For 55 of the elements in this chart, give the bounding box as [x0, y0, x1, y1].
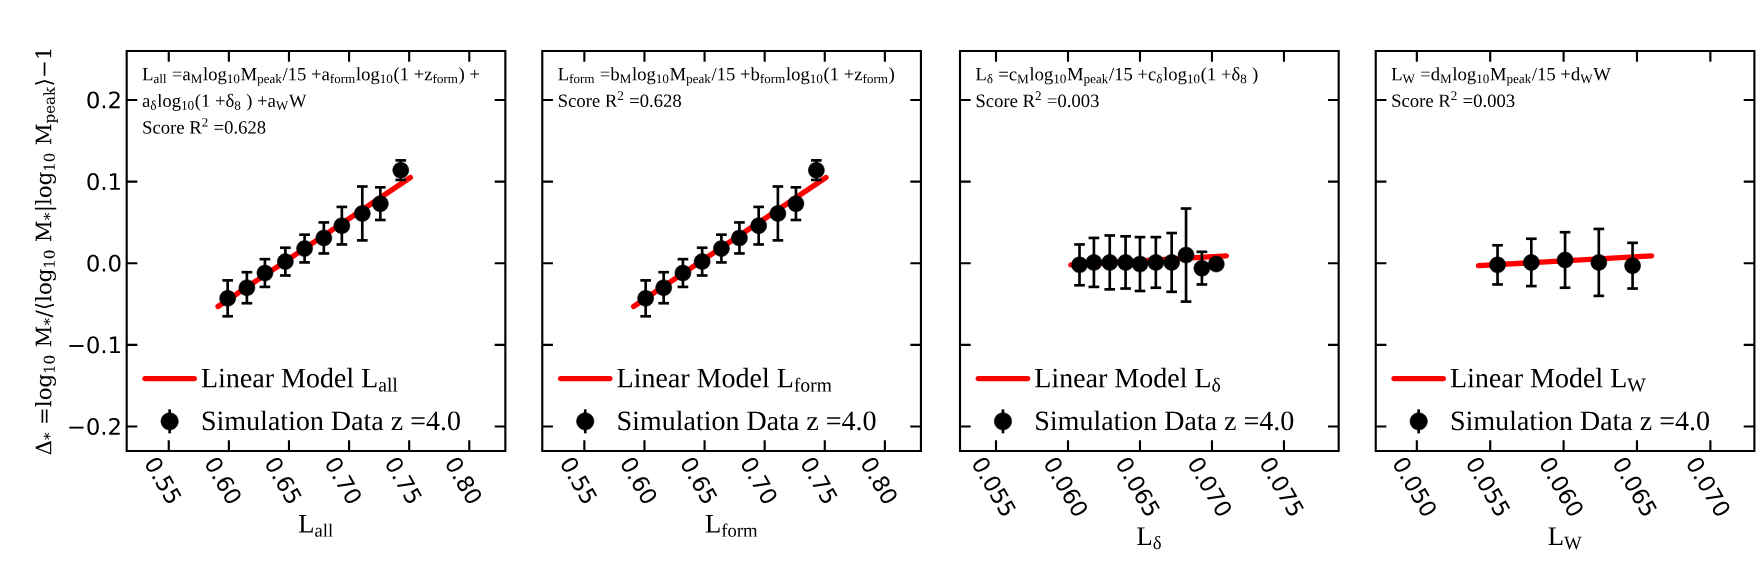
y-tick-label: 0.0 [87, 254, 121, 272]
point [655, 279, 672, 296]
point [1101, 254, 1119, 271]
point [637, 290, 654, 307]
x-axis-title: L$_{form}$ [705, 515, 758, 537]
annotation: Score R$^{2}$ =0.003 [976, 91, 1099, 108]
point [1193, 259, 1211, 277]
point [354, 205, 371, 222]
point [277, 253, 294, 270]
legend-label: Linear Model L$_{W}$ [1450, 367, 1646, 392]
text: Δ$_{*}$ =log$_{10}$ M$_{*}$/⟨log$_{10}$ M$_{*}$|log$_{10}$ M$_{peak}$⟩−1 [34, 49, 58, 455]
point [256, 264, 274, 282]
point [219, 290, 236, 307]
legend-label: Linear Model L$_{form}$ [617, 367, 832, 392]
legend-label: Simulation Data z =4.0 [1451, 410, 1709, 431]
point [1208, 255, 1225, 273]
x-axis-title: L$_{δ}$ [1137, 527, 1161, 550]
point [1071, 256, 1088, 274]
point [769, 205, 787, 222]
point [1163, 254, 1180, 271]
point [1177, 246, 1195, 264]
legend-label: Linear Model L$_{δ}$ [1035, 367, 1221, 392]
y-tick-label: −0.2 [69, 417, 120, 436]
text: L$_{all}$ =a$_{M}$log$_{10}$M$_{peak}$/15 +a$_{form}$log$_{10}$(1 +z$_{form}$) + [142, 67, 480, 86]
point [333, 217, 351, 234]
annotation: Score R$^{2}$ =0.628 [143, 117, 266, 134]
legend-label: Simulation Data z =4.0 [1036, 410, 1294, 431]
point [731, 229, 748, 247]
legend-label: Simulation Data z =4.0 [202, 410, 460, 431]
point [1085, 254, 1103, 271]
point [296, 240, 313, 257]
annotation: Score R$^{2}$ =0.628 [558, 91, 681, 108]
point [1147, 254, 1165, 271]
point [1131, 255, 1149, 273]
point [238, 279, 256, 296]
point [750, 217, 767, 234]
legend-label: Simulation Data z =4.0 [618, 410, 876, 431]
annotation: Score R$^{2}$ =0.003 [1392, 91, 1515, 108]
point [372, 195, 389, 212]
legend-label: Linear Model L$_{all}$ [201, 367, 398, 392]
point [713, 240, 730, 257]
point [1117, 254, 1134, 271]
text: L$_{W}$ =d$_{M}$log$_{10}$M$_{peak}$/15 +d$_{W}$W [1391, 67, 1611, 86]
x-axis-title: L$_{W}$ [1548, 527, 1582, 550]
text: L$_{δ}$ =c$_{M}$log$_{10}$M$_{peak}$/15 +c$_{δ}$log$_{10}$(1 +δ$_{8}$ ) [975, 67, 1258, 86]
text: a$_{δ}$log$_{10}$(1 +δ$_{8}$ ) +a$_{W}$W [142, 93, 307, 111]
y-tick-label: −0.1 [69, 336, 120, 354]
point [674, 264, 692, 282]
point [315, 229, 333, 247]
text: L$_{form}$ =b$_{M}$log$_{10}$M$_{peak}$/15 +b$_{form}$log$_{10}$(1 +z$_{form}$) [558, 67, 894, 86]
x-axis-title: L$_{all}$ [298, 515, 333, 537]
y-tick-label: 0.1 [87, 173, 120, 191]
point [693, 253, 711, 270]
point [787, 195, 805, 212]
y-tick-label: 0.2 [87, 91, 120, 109]
